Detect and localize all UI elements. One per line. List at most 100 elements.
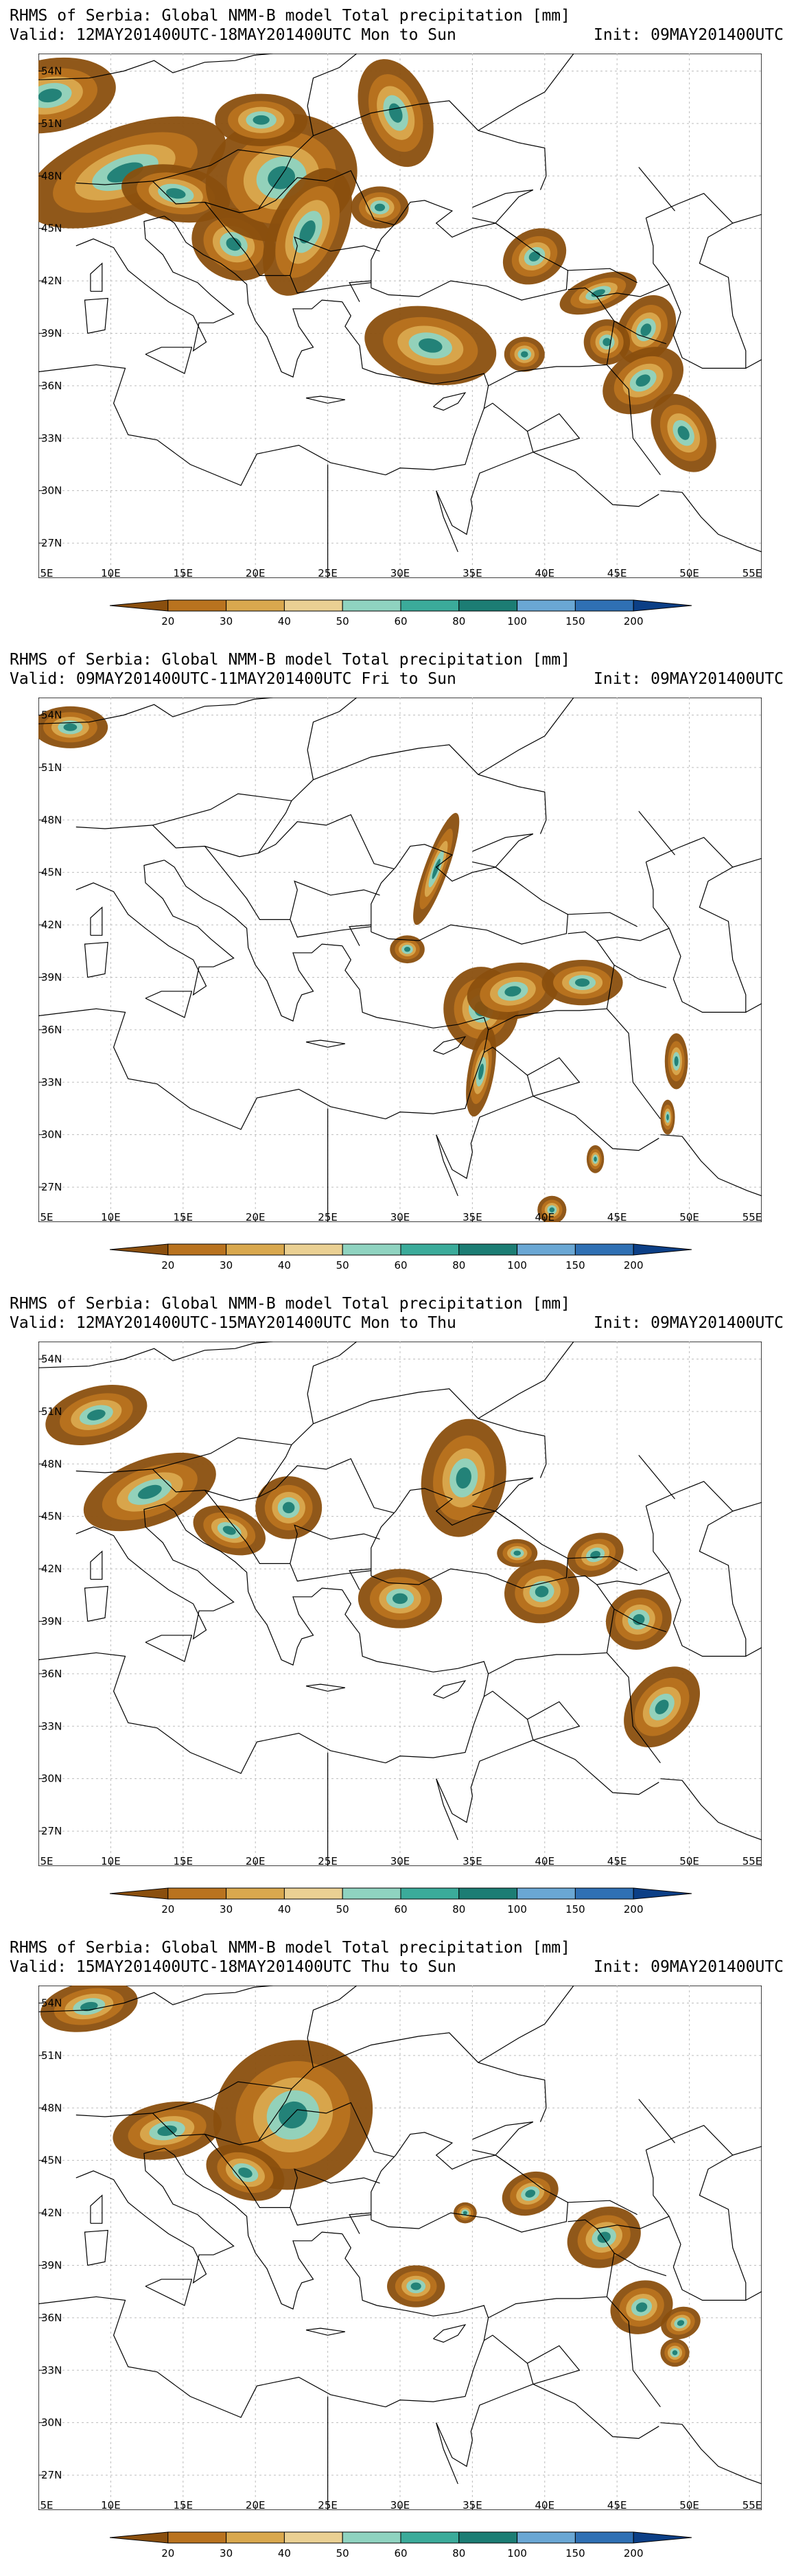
boundary-line [90,2194,103,2224]
lat-tick-label: 48N [41,1458,62,1470]
boundary-line [606,2296,661,2408]
boundary-line [495,222,516,238]
boundary-line [342,945,489,1120]
boundary-line [313,2032,547,2122]
boundary-line [436,1778,473,1824]
colorbar-label: 30 [220,1259,233,1272]
boundary-line [84,297,108,334]
colorbar-label: 40 [278,615,291,628]
boundary-line [305,395,346,404]
panel-title: RHMS of Serbia: Global NMM-B model Total… [10,1295,570,1313]
precip-area [213,2040,373,2190]
precipitation-colorbar: 20 30 40 50 60 80 100 150 200 [109,2531,692,2560]
colorbar-swatch [109,599,169,612]
boundary-line [745,1647,762,1657]
boundary-line [38,54,273,80]
longitude-labels: 5E 10E 15E 20E 25E 30E 35E 40E 45E 50E 55E [38,2499,762,2510]
boundary-line [660,1134,762,1197]
precip-area [583,319,631,365]
boundary-line [613,1609,667,1633]
boundary-line [290,1524,380,1564]
colorbar-label: 80 [452,1259,465,1272]
colorbar-swatch [167,1887,227,1900]
precip-area [661,2306,701,2340]
precipitation-map: 5E 10E 15E 20E 25E 30E 35E 40E 45E 50E 55E 54N 51N 4… [38,1986,762,2510]
longitude-labels: 5E 10E 15E 20E 25E 30E 35E 40E 45E 50E 55E [38,1211,762,1222]
panel-init-time: Init: 09MAY201400UTC [594,1314,784,1332]
graticule [38,698,762,1222]
colorbar-label: 60 [394,1259,407,1272]
lon-tick-label: 55E [742,1211,762,1222]
precip-area [193,1505,266,1556]
boundary-line [204,846,371,938]
lon-tick-label: 40E [535,2499,555,2510]
lon-tick-label: 10E [101,567,121,578]
boundary-line [567,268,637,284]
boundary-line [90,262,103,292]
boundary-line [90,906,103,936]
lon-tick-label: 10E [101,1855,121,1866]
lon-tick-label: 5E [40,1211,53,1222]
boundary-line [90,1550,103,1580]
precip-area [624,1666,700,1748]
boundary-line [152,157,292,214]
colorbar-swatch [574,599,634,612]
lon-tick-label: 50E [679,1211,699,1222]
boundary-line [526,430,659,507]
precip-area [121,164,231,223]
boundary-line [305,1683,346,1692]
colorbar-label: 150 [565,2547,585,2560]
colorbar-label: 50 [336,1903,349,1916]
lat-tick-label: 48N [41,814,62,826]
lon-tick-label: 35E [463,1211,482,1222]
colorbar-swatch [109,2531,169,2544]
lon-tick-label: 50E [679,567,699,578]
precipitation-field [40,1986,701,2367]
lat-tick-label: 54N [41,1997,62,2009]
boundary-line [38,2296,386,2418]
colorbar-swatch [574,1243,634,1256]
boundary-line [526,1074,659,1151]
precip-area [263,168,353,296]
precip-area [610,2280,673,2334]
panel-init-time: Init: 09MAY201400UTC [594,670,784,688]
boundary-line [606,364,661,476]
lon-tick-label: 40E [535,567,555,578]
boundary-line [290,880,380,920]
boundary-line [313,100,547,190]
lat-tick-label: 45N [41,1510,62,1523]
lat-tick-label: 54N [41,65,62,77]
boundary-line [660,490,762,553]
boundary-line [470,1046,581,1144]
boundary-line [470,402,581,500]
colorbar-swatch [226,2531,285,2544]
colorbar-swatch [167,599,227,612]
coastlines-and-borders [38,54,762,578]
lon-tick-label: 5E [40,1855,53,1866]
precip-area [664,1033,688,1090]
precip-area [206,2144,285,2201]
colorbar-label: 80 [452,1903,465,1916]
lat-tick-label: 54N [41,709,62,721]
boundary-line [596,284,670,297]
boundary-line [164,2148,342,2310]
colorbar-label: 200 [624,1259,644,1272]
lon-tick-label: 15E [174,2499,194,2510]
colorbar-swatch [342,1243,401,1256]
boundary-line [152,2089,292,2146]
precip-area [616,295,677,365]
boundary-line [84,941,108,978]
precipitation-field [45,1384,700,1748]
colorbar-swatch [167,1243,227,1256]
panel-valid-period: Valid: 09MAY201400UTC-11MAY201400UTC Fri… [10,670,456,688]
lat-tick-label: 39N [41,971,62,983]
boundary-line [660,2422,762,2485]
lat-tick-label: 39N [41,1615,62,1627]
panel-init-time: Init: 09MAY201400UTC [594,26,784,44]
boundary-line [436,2422,473,2468]
precipitation-field [38,57,716,472]
lat-tick-label: 54N [41,1353,62,1365]
precip-area [660,1099,675,1135]
boundary-line [433,2324,467,2343]
lon-tick-label: 55E [742,2499,762,2510]
